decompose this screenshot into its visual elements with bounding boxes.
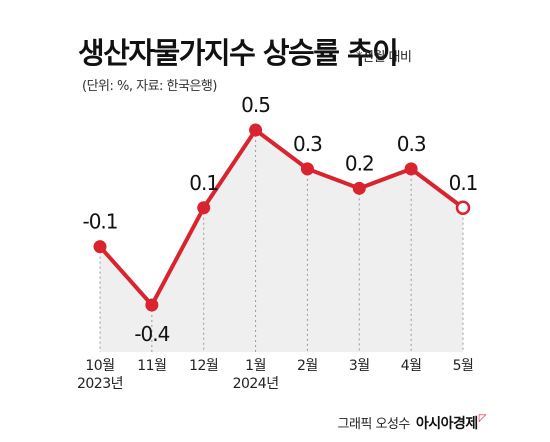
chart-title: 생산자물가지수 상승률 추이 (78, 36, 399, 70)
data-label: 0.1 (449, 171, 478, 195)
data-label: 0.2 (345, 151, 374, 175)
data-label: 0.5 (241, 93, 270, 117)
chart-source: (단위: %, 자료: 한국은행) (82, 79, 217, 94)
data-point (93, 240, 107, 254)
brand-mark-icon: ◸ (478, 413, 487, 424)
graphic-credit: 그래픽 오성수 아시아경제◸ (337, 413, 486, 433)
x-year-label: 2023년 (77, 376, 123, 392)
data-point (145, 298, 159, 312)
x-year-label: 2024년 (233, 376, 279, 392)
x-tick-label: 3월 (349, 358, 370, 374)
chart-note: *전월 대비 (356, 50, 412, 65)
data-label: -0.1 (82, 210, 117, 234)
data-point (197, 201, 211, 215)
data-label: 0.3 (397, 132, 426, 156)
data-label: 0.1 (189, 171, 218, 195)
x-tick-label: 1월 (245, 358, 266, 374)
data-point (249, 123, 263, 137)
credit-text: 그래픽 오성수 (337, 417, 410, 432)
data-label: -0.4 (134, 322, 169, 346)
series-line (98, 128, 465, 307)
data-point (455, 200, 471, 216)
x-tick-label: 12월 (189, 358, 218, 374)
x-tick-label: 2월 (297, 358, 318, 374)
data-label: 0.3 (293, 132, 322, 156)
x-tick-label: 11월 (137, 358, 166, 374)
x-tick-label: 5월 (453, 358, 474, 374)
data-point (404, 162, 418, 176)
brand-name: 아시아경제 (415, 416, 478, 432)
x-tick-label: 10월 (85, 358, 114, 374)
x-tick-label: 4월 (401, 358, 422, 374)
data-point (352, 181, 366, 195)
data-point (300, 162, 314, 176)
